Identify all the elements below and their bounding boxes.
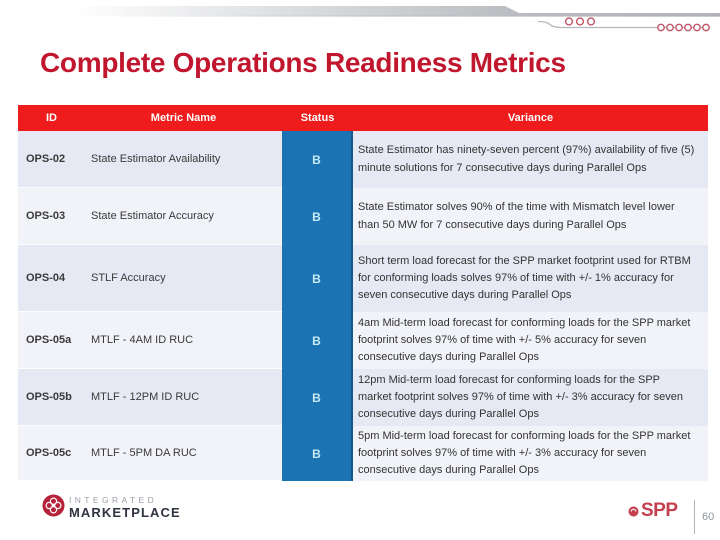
cell-id: OPS-04 (18, 245, 85, 312)
table-row: OPS-05c MTLF - 5PM DA RUC B 5pm Mid-term… (18, 426, 708, 481)
cell-metric-name: STLF Accuracy (85, 245, 282, 312)
banner-circles-six (657, 23, 710, 32)
cell-id: OPS-02 (18, 131, 85, 188)
status-badge: B (282, 312, 353, 369)
header-decoration (0, 6, 720, 32)
status-badge: B (282, 369, 353, 426)
cell-id: OPS-03 (18, 188, 85, 245)
cell-variance: Short term load forecast for the SPP mar… (353, 245, 708, 312)
table-row: OPS-04 STLF Accuracy B Short term load f… (18, 245, 708, 312)
cell-metric-name: State Estimator Accuracy (85, 188, 282, 245)
table-row: OPS-03 State Estimator Accuracy B State … (18, 188, 708, 245)
cell-id: OPS-05c (18, 426, 85, 481)
cell-id: OPS-05b (18, 369, 85, 426)
page-number: 60 (702, 511, 715, 523)
cell-variance: 12pm Mid-term load forecast for conformi… (353, 369, 708, 426)
spp-logo: SPP (628, 500, 678, 522)
cell-variance: 5pm Mid-term load forecast for conformin… (353, 426, 708, 481)
cell-metric-name: State Estimator Availability (85, 131, 282, 188)
status-badge: B (282, 426, 353, 481)
cell-metric-name: MTLF - 12PM ID RUC (85, 369, 282, 426)
cell-metric-name: MTLF - 4AM ID RUC (85, 312, 282, 369)
status-badge: B (282, 131, 353, 188)
column-header-status: Status (300, 112, 335, 124)
column-header-metric-name: Metric Name (150, 112, 217, 124)
table-row: OPS-05b MTLF - 12PM ID RUC B 12pm Mid-te… (18, 369, 708, 426)
footer-divider (694, 500, 695, 534)
metrics-table: ID Metric Name Status Variance OPS-02 St… (18, 105, 708, 481)
spp-circle-mark-icon (628, 506, 639, 516)
table-row: OPS-02 State Estimator Availability B St… (18, 131, 708, 188)
column-header-id: ID (46, 112, 57, 124)
logo-text-integrated: INTEGRATED (69, 495, 158, 505)
logo-text-marketplace: MARKETPLACE (69, 504, 181, 520)
integrated-marketplace-emblem-icon (42, 494, 65, 517)
status-badge: B (282, 188, 353, 245)
banner-bar (0, 6, 720, 17)
cell-id: OPS-05a (18, 312, 85, 369)
cell-variance: State Estimator has ninety-seven percent… (353, 131, 708, 188)
table-row: OPS-05a MTLF - 4AM ID RUC B 4am Mid-term… (18, 312, 708, 369)
cell-variance: State Estimator solves 90% of the time w… (353, 188, 708, 245)
banner-circles-triple (564, 17, 596, 26)
banner-line-lower (537, 20, 710, 29)
cell-variance: 4am Mid-term load forecast for conformin… (353, 312, 708, 369)
cell-metric-name: MTLF - 5PM DA RUC (85, 426, 282, 481)
integrated-marketplace-logo: INTEGRATED MARKETPLACE (42, 494, 181, 519)
banner-bar-edge (0, 15, 720, 17)
page-title: Complete Operations Readiness Metrics (40, 47, 566, 78)
table-header-row: ID Metric Name Status Variance (18, 105, 708, 131)
spp-logo-text: SPP (641, 500, 678, 521)
footer-page-area: 60 (694, 499, 714, 535)
column-header-variance: Variance (507, 112, 554, 124)
status-badge: B (282, 245, 353, 312)
